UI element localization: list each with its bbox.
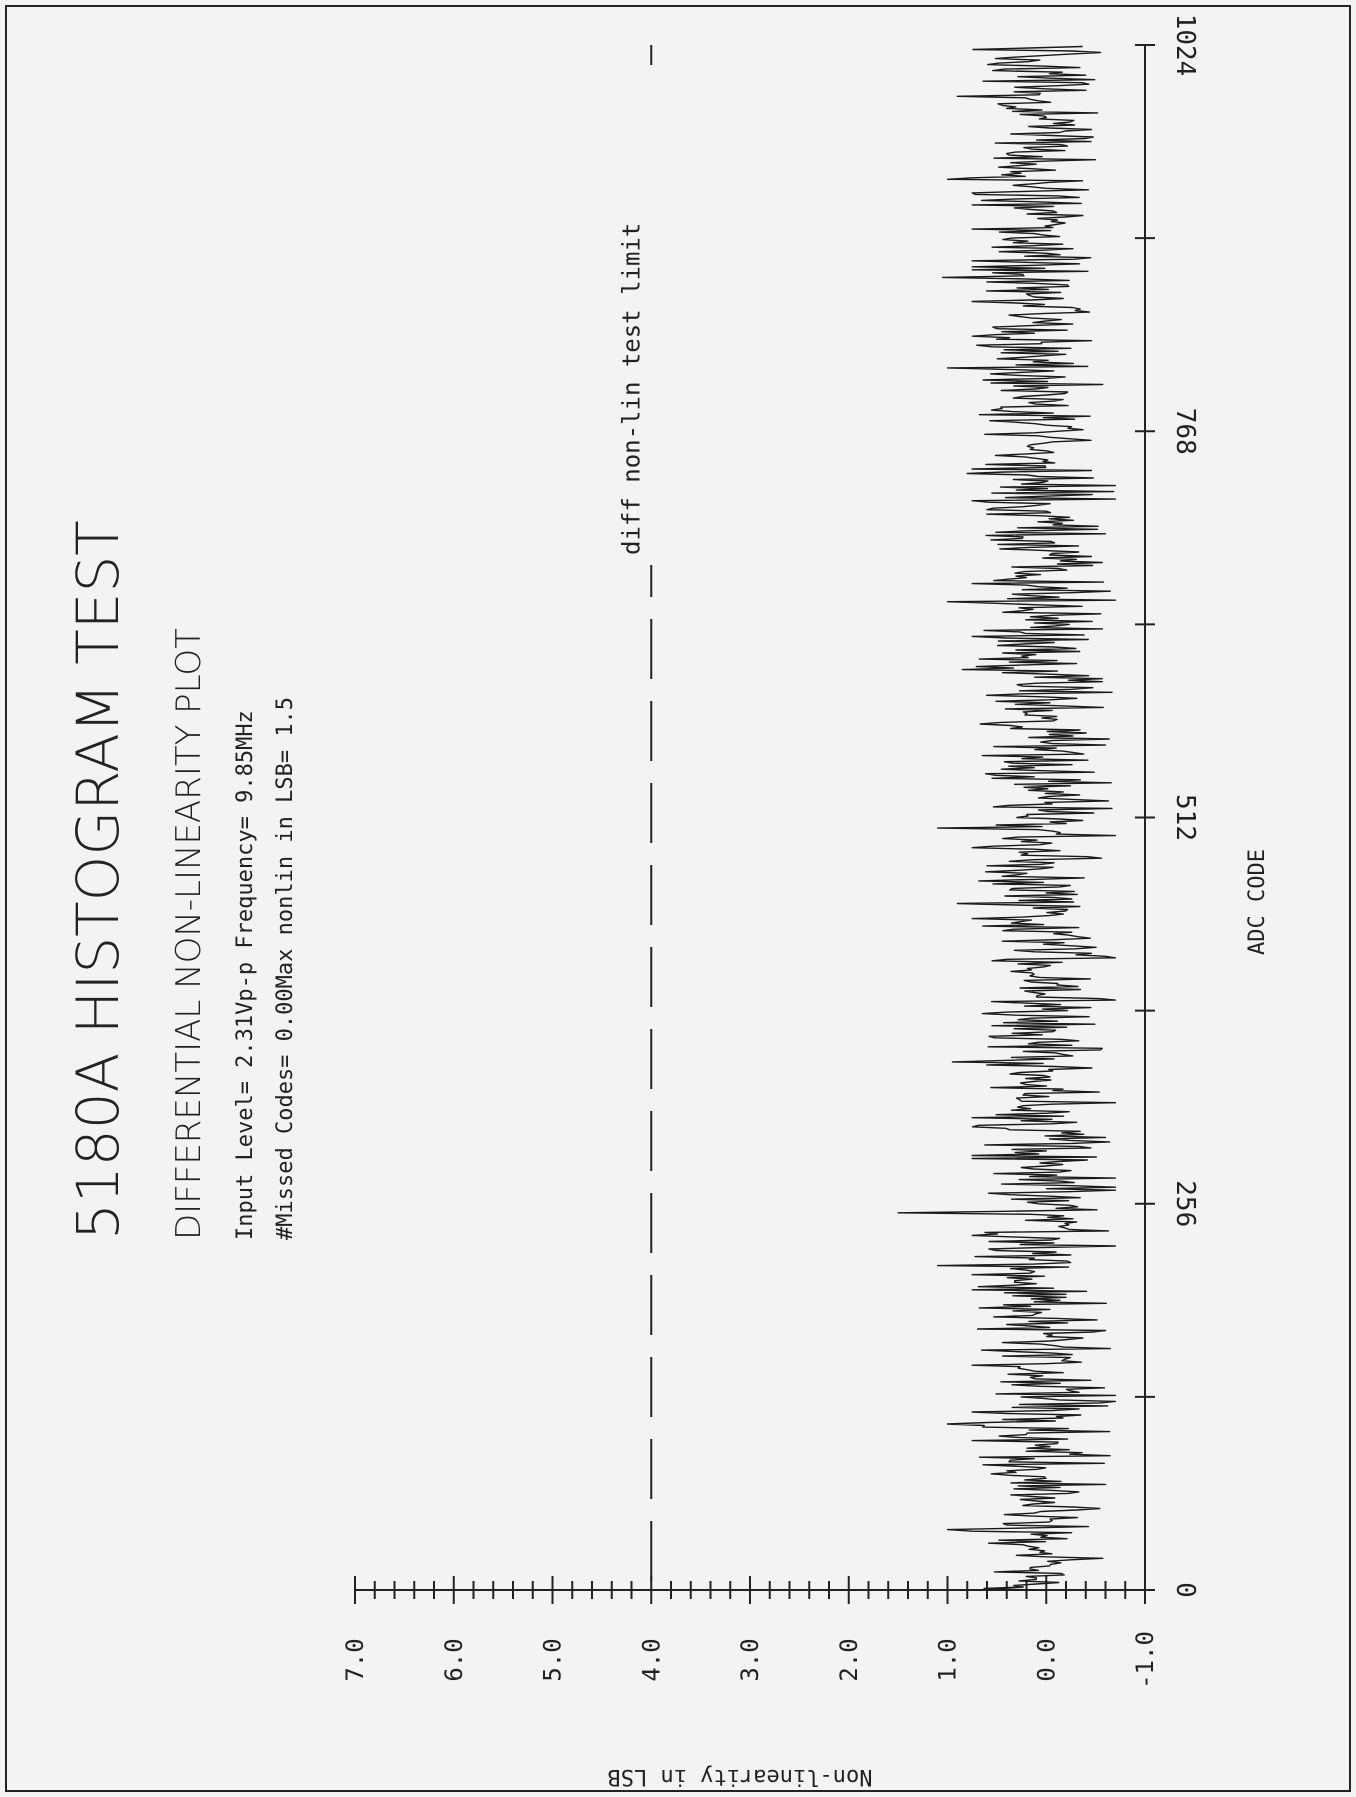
limit-line-label: diff non-lin test limit	[617, 223, 645, 555]
info-line-2: #Missed Codes= 0.00Max nonlin in LSB= 1.…	[273, 697, 298, 1240]
y-tick-label: 2.0	[835, 1638, 863, 1681]
y-axis-label: Non-linearity in LSB	[608, 1764, 873, 1789]
y-tick-label: 5.0	[539, 1638, 567, 1681]
y-tick-label: 4.0	[637, 1638, 665, 1681]
y-tick-label: 1.0	[934, 1638, 962, 1681]
limit-label-bg	[617, 65, 658, 565]
x-axis-label: ADC CODE	[1245, 849, 1270, 955]
chart-subtitle: DIFFERENTIAL NON-LINEARITY PLOT	[169, 628, 209, 1240]
y-tick-label: 0.0	[1032, 1638, 1060, 1681]
y-tick-label: 7.0	[341, 1638, 369, 1681]
chart-title: 5180A HISTOGRAM TEST	[64, 520, 132, 1240]
info-line-1: Input Level= 2.31Vp-p Frequency= 9.85MHz	[233, 710, 258, 1240]
limit-line-group: diff non-lin test limit	[617, 45, 658, 1590]
x-tick-label: 768	[1170, 408, 1200, 455]
x-tick-label: 1024	[1170, 14, 1200, 77]
y-tick-label: -1.0	[1131, 1631, 1159, 1689]
y-ticks: -1.0 0.0 1.0 2.0 3.0 4.0 5.0 6.0 7.0	[341, 1576, 1159, 1689]
dnl-series-line	[897, 45, 1117, 1591]
x-tick-label: 0	[1170, 1582, 1200, 1598]
y-tick-label: 6.0	[440, 1638, 468, 1681]
x-tick-label: 256	[1170, 1180, 1200, 1227]
page-border	[5, 5, 1351, 1792]
y-tick-label: 3.0	[736, 1638, 764, 1681]
x-ticks: 0 256 512 768 1024	[1135, 14, 1200, 1598]
x-tick-label: 512	[1170, 794, 1200, 841]
